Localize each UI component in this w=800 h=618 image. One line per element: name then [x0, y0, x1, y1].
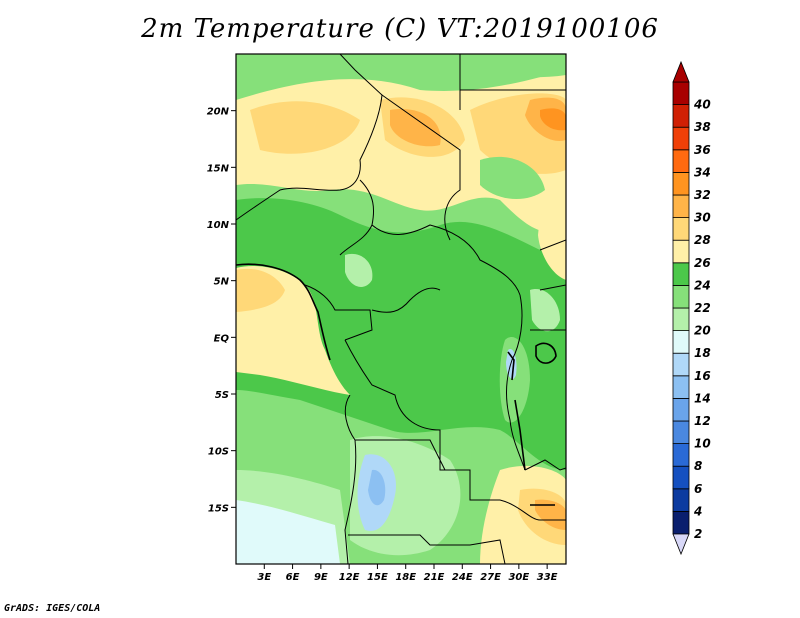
colorbar-segment [672, 81, 690, 106]
colorbar-label: 40 [693, 98, 711, 112]
colorbar-segment [672, 420, 690, 445]
lon-tick-label: 33E [537, 572, 558, 583]
colorbar-segment [672, 307, 690, 332]
lat-tick-label: 10N [207, 220, 230, 231]
grads-credit: GrADS: IGES/COLA [4, 603, 101, 614]
colorbar-label: 36 [694, 143, 711, 157]
lat-tick-label: 15N [207, 163, 230, 174]
chart-title: 2m Temperature (C) VT:2019100106 [141, 14, 659, 44]
lon-tick-label: 30E [508, 572, 529, 583]
colorbar-label: 26 [694, 256, 711, 270]
colorbar-under-arrow [672, 533, 690, 556]
map-ticks [231, 110, 548, 569]
colorbar-segment [672, 397, 690, 422]
colorbar-label: 22 [694, 301, 711, 315]
lat-tick-labels: 20N 15N 10N 5N EQ 5S 10S 15S [207, 107, 230, 515]
lat-tick-label: 5N [214, 277, 230, 288]
colorbar-over-arrow [672, 60, 690, 83]
colorbar-segment [672, 465, 690, 490]
colorbar-segment [672, 217, 690, 241]
colorbar-label: 32 [694, 188, 711, 202]
lat-tick-label: 5S [215, 390, 229, 401]
lakes-coastlines [236, 263, 557, 506]
country-borders [236, 54, 566, 564]
lon-tick-label: 9E [314, 572, 328, 583]
colorbar-segment [672, 443, 690, 467]
colorbar-label: 14 [694, 391, 711, 405]
colorbar-label: 24 [694, 278, 711, 292]
colorbar-segment [672, 488, 690, 512]
colorbar-segment [672, 262, 690, 286]
lat-tick-label: 20N [207, 107, 230, 118]
colorbar-segment [672, 375, 690, 399]
colorbar-label: 20 [694, 324, 711, 338]
colorbar-segment [672, 352, 690, 377]
colorbar-segment [672, 239, 690, 264]
colorbar-label: 10 [694, 437, 711, 451]
lon-tick-label: 21E [424, 572, 445, 583]
colorbar-label: 16 [694, 369, 711, 383]
map-frame [235, 53, 567, 565]
lat-tick-label: 10S [208, 447, 229, 458]
lon-tick-label: 18E [395, 572, 416, 583]
colorbar-segment [672, 284, 690, 309]
colorbar-label: 34 [694, 165, 711, 179]
lon-tick-label: 12E [339, 572, 360, 583]
lon-tick-label: 24E [452, 572, 473, 583]
colorbar-label: 30 [694, 211, 711, 225]
colorbar-label: 12 [694, 414, 711, 428]
colorbar-segment [672, 330, 690, 354]
colorbar-segment [672, 194, 690, 219]
colorbar-segment [672, 171, 690, 196]
colorbar-label: 4 [693, 504, 702, 518]
colorbar-segment [672, 126, 690, 151]
colorbar-segment [672, 510, 690, 535]
lon-tick-label: 27E [480, 572, 501, 583]
lat-tick-label: 15S [208, 503, 229, 514]
lat-tick-label: EQ [214, 333, 230, 344]
colorbar-label: 8 [694, 459, 702, 473]
colorbar-label: 2 [694, 527, 702, 541]
colorbar-label: 6 [694, 482, 702, 496]
colorbar-label: 28 [694, 233, 711, 247]
lon-tick-labels: 3E 6E 9E 12E 15E 18E 21E 24E 27E 30E 33E [257, 572, 557, 583]
colorbar-segment [672, 149, 690, 173]
temperature-field [236, 54, 566, 564]
colorbar-segment [672, 104, 690, 128]
colorbar-label: 18 [694, 346, 711, 360]
lon-tick-label: 6E [286, 572, 300, 583]
colorbar-label: 38 [694, 120, 711, 134]
lon-tick-label: 15E [367, 572, 388, 583]
lon-tick-label: 3E [257, 572, 271, 583]
